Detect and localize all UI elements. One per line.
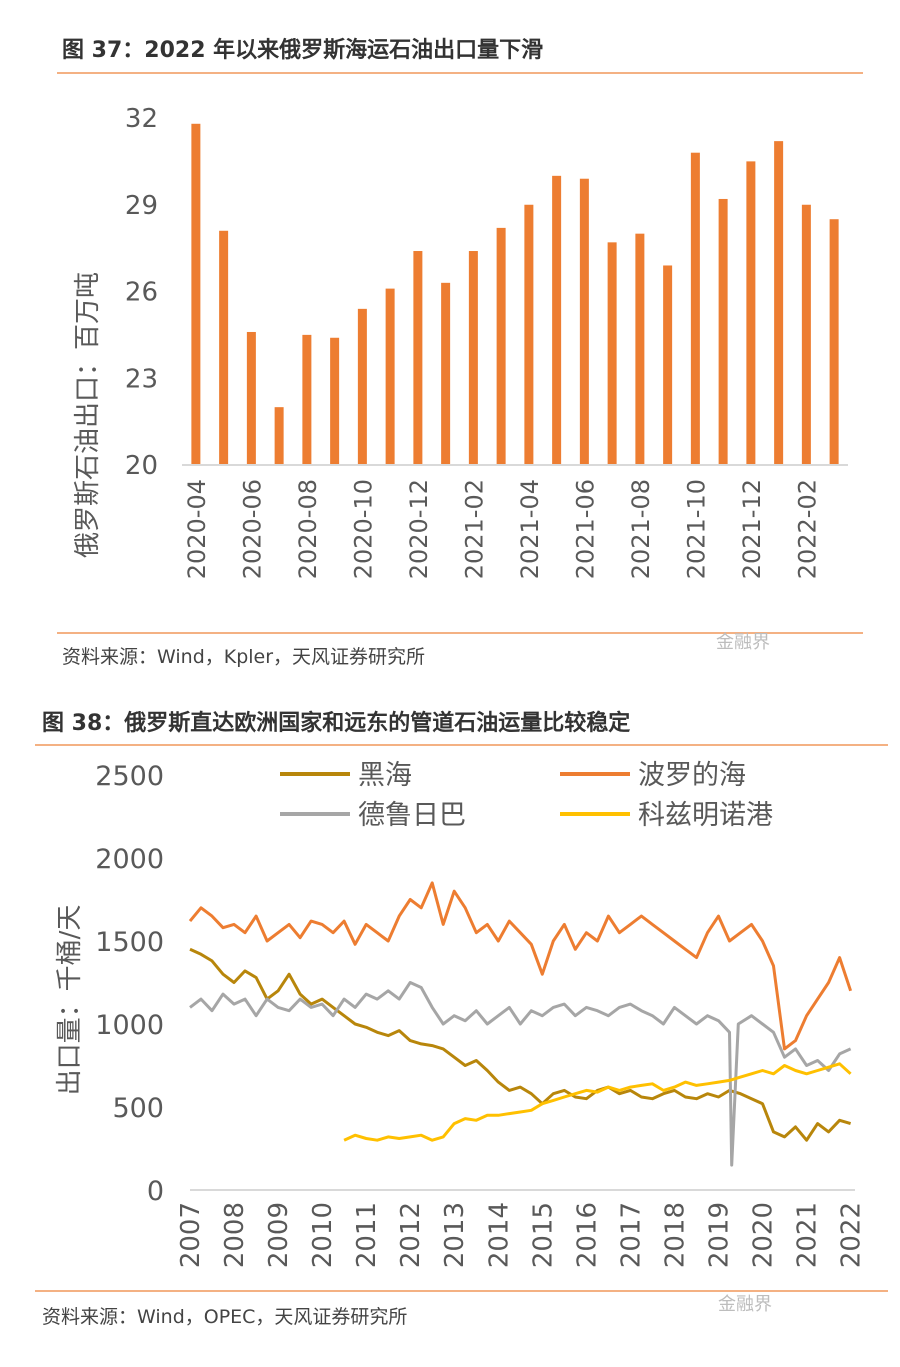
figure-38-watermark: 金融界 <box>718 1294 772 1315</box>
bar-2020-08 <box>302 334 312 465</box>
bar-2020-06 <box>246 331 256 465</box>
x-tick-label: 2015 <box>528 1202 558 1268</box>
figure-38-title-rule <box>35 744 888 746</box>
figure-37-bar-chart: 俄罗斯石油出口：百万吨 20 23 26 29 32 2020-04 2020-06 202… <box>73 104 848 579</box>
bar-2020-07 <box>274 407 284 465</box>
x-tick-label: 2021-02 <box>460 479 488 579</box>
y-tick-label: 23 <box>125 364 158 394</box>
legend-label: 科兹明诺港 <box>638 800 773 831</box>
y-tick-label: 1000 <box>95 1010 164 1041</box>
x-tick-label: 2021 <box>793 1202 823 1268</box>
figure-37-title: 图 37：2022 年以来俄罗斯海运石油出口量下滑 <box>62 38 544 63</box>
y-tick-label: 32 <box>125 104 158 134</box>
bar-2021-01 <box>441 282 451 465</box>
y-tick-label: 26 <box>125 278 158 308</box>
x-tick-label: 2009 <box>264 1202 294 1268</box>
bar-2020-09 <box>330 337 340 465</box>
x-tick-label: 2022 <box>837 1202 867 1268</box>
x-tick-label: 2021-04 <box>516 479 544 579</box>
x-tick-label: 2016 <box>572 1202 602 1268</box>
x-tick-label: 2020 <box>749 1202 779 1268</box>
series-line-0 <box>189 947 852 1142</box>
bar-2020-11 <box>385 288 395 465</box>
legend-label: 波罗的海 <box>638 760 746 791</box>
x-tick-label: 2021-08 <box>627 479 655 579</box>
x-tick-label: 2013 <box>440 1202 470 1268</box>
figure-37-watermark: 金融界 <box>716 632 770 653</box>
x-tick-label: 2019 <box>704 1202 734 1268</box>
y-axis-label: 俄罗斯石油出口：百万吨 <box>73 272 103 558</box>
bar-2021-05 <box>552 175 562 465</box>
y-axis-label: 出口量：千桶/天 <box>55 905 85 1096</box>
bar-2022-03 <box>829 219 839 465</box>
y-tick-label: 2000 <box>95 844 164 875</box>
bar-2020-04 <box>191 123 201 466</box>
x-tick-label: 2020-12 <box>405 479 433 579</box>
figure-38-bottom-rule <box>35 1290 888 1292</box>
x-tick-label: 2011 <box>352 1202 382 1268</box>
bar-2021-06 <box>579 178 589 465</box>
legend-label: 德鲁日巴 <box>358 800 466 831</box>
figure-38-source: 资料来源：Wind，OPEC，天风证券研究所 <box>42 1306 408 1328</box>
x-tick-label: 2014 <box>484 1202 514 1268</box>
bar-2021-12 <box>746 161 756 465</box>
bar-2021-02 <box>468 251 478 465</box>
x-tick-label: 2007 <box>176 1202 206 1268</box>
bar-2021-08 <box>635 233 645 465</box>
bar-2021-07 <box>607 242 617 465</box>
legend-label: 黑海 <box>358 760 412 791</box>
x-tick-label: 2021-12 <box>738 479 766 579</box>
x-tick-label: 2021-06 <box>571 479 599 579</box>
y-tick-label: 2500 <box>95 761 164 792</box>
figure-38-line-chart: 出口量：千桶/天 0 500 1000 1500 2000 2500 2007 2008 20… <box>55 760 867 1268</box>
x-tick-label: 2020-04 <box>183 479 211 579</box>
x-tick-label: 2017 <box>616 1202 646 1268</box>
bar-2022-02 <box>801 204 811 465</box>
bar-2020-05 <box>219 230 229 465</box>
x-tick-label: 2012 <box>396 1202 426 1268</box>
figure-37-source: 资料来源：Wind，Kpler，天风证券研究所 <box>62 646 426 668</box>
figure-37-bottom-rule <box>57 632 863 634</box>
y-tick-label: 20 <box>125 451 158 481</box>
x-tick-label: 2022-02 <box>793 479 821 579</box>
x-tick-label: 2020-08 <box>294 479 322 579</box>
bar-2021-03 <box>496 227 506 465</box>
series-line-1 <box>188 881 853 1051</box>
y-tick-label: 500 <box>112 1093 164 1124</box>
bar-2021-10 <box>690 152 700 465</box>
bar-2021-11 <box>718 198 728 465</box>
bar-2021-09 <box>663 265 673 465</box>
y-tick-label: 0 <box>147 1176 164 1207</box>
x-tick-label: 2010 <box>308 1202 338 1268</box>
x-tick-label: 2020-10 <box>349 479 377 579</box>
bar-2021-04 <box>524 204 534 465</box>
series-line-2 <box>189 981 852 1167</box>
x-tick-label: 2021-10 <box>682 479 710 579</box>
x-tick-label: 2018 <box>660 1202 690 1268</box>
y-tick-label: 1500 <box>95 927 164 958</box>
figure-37-title-rule <box>57 72 863 74</box>
x-tick-label: 2020-06 <box>238 479 266 579</box>
series-line-3 <box>343 1062 852 1142</box>
y-tick-label: 29 <box>125 191 158 221</box>
bar-2022-01 <box>774 141 784 465</box>
x-tick-label: 2008 <box>220 1202 250 1268</box>
figure-38-title: 图 38：俄罗斯直达欧洲国家和远东的管道石油运量比较稳定 <box>42 711 631 736</box>
bar-2020-12 <box>413 251 423 465</box>
bar-2020-10 <box>357 308 367 465</box>
